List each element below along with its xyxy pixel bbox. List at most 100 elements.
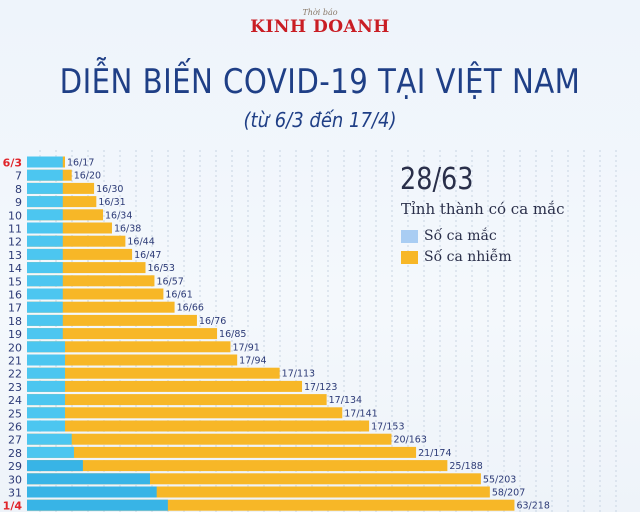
bar-cases	[27, 288, 63, 300]
date-label: 28	[8, 447, 22, 460]
bar-cases	[27, 420, 66, 432]
data-label: 20/163	[393, 435, 426, 446]
data-label: 58/207	[492, 488, 525, 499]
data-label: 25/188	[449, 461, 482, 472]
bar-cases	[27, 499, 168, 511]
legend-label-infections: Số ca nhiễm	[424, 249, 512, 265]
data-label: 16/34	[105, 210, 132, 221]
data-label: 55/203	[483, 474, 516, 485]
date-label: 27	[8, 434, 22, 447]
date-label: 23	[8, 381, 22, 394]
bar-cases	[27, 473, 150, 485]
date-label: 10	[8, 209, 22, 222]
date-label: 6/3	[3, 157, 22, 170]
date-label: 14	[8, 262, 22, 275]
data-label: 16/61	[165, 290, 192, 301]
bar-infections	[27, 275, 155, 287]
date-label: 11	[8, 223, 22, 236]
date-label: 29	[8, 460, 22, 473]
bar-cases	[27, 367, 66, 379]
data-label: 16/38	[114, 224, 141, 235]
bar-infections	[27, 235, 126, 247]
data-label: 16/44	[127, 237, 154, 248]
bar-infections	[27, 301, 175, 313]
bar-infections	[27, 380, 303, 392]
bar-infections	[27, 328, 218, 340]
brand-subtitle: Thời báo	[302, 8, 338, 17]
bar-cases	[27, 341, 66, 353]
data-label: 16/76	[199, 316, 226, 327]
data-label: 16/20	[74, 171, 101, 182]
date-label: 8	[15, 183, 22, 196]
date-label: 25	[8, 407, 22, 420]
date-label: 18	[8, 315, 22, 328]
bar-infections	[27, 420, 370, 432]
data-label: 17/134	[329, 395, 362, 406]
data-label: 16/30	[96, 184, 123, 195]
bar-infections	[27, 314, 197, 326]
date-label: 20	[8, 341, 22, 354]
bar-cases	[27, 433, 72, 445]
date-label: 26	[8, 421, 22, 434]
bar-infections	[27, 341, 231, 353]
bar-cases	[27, 248, 63, 260]
data-label: 17/123	[304, 382, 337, 393]
data-label: 17/153	[371, 422, 404, 433]
data-label: 16/85	[219, 329, 246, 340]
data-label: 16/66	[177, 303, 204, 314]
bar-cases	[27, 394, 66, 406]
legend-item-infections: Số ca nhiễm	[401, 249, 512, 265]
bar-cases	[27, 380, 66, 392]
province-count: 28/63	[400, 162, 474, 197]
data-label: 16/17	[67, 158, 94, 169]
data-label: 17/91	[232, 342, 259, 353]
bar-infections	[27, 394, 327, 406]
chart-title: DIỄN BIẾN COVID-19 TẠI VIỆT NAM	[59, 62, 581, 102]
date-label: 13	[8, 249, 22, 262]
bar-infections	[27, 354, 238, 366]
bar-cases	[27, 446, 74, 458]
bar-cases	[27, 222, 63, 234]
legend-item-cases: Số ca mắc	[401, 228, 497, 244]
data-label: 21/174	[418, 448, 451, 459]
bar-cases	[27, 156, 63, 168]
data-label: 17/113	[282, 369, 315, 380]
legend-label-cases: Số ca mắc	[424, 228, 497, 244]
bar-cases	[27, 275, 63, 287]
data-label: 17/94	[239, 356, 266, 367]
date-label: 31	[8, 487, 22, 500]
date-label: 24	[8, 394, 22, 407]
data-label: 16/31	[98, 197, 125, 208]
data-label: 16/47	[134, 250, 161, 261]
data-label: 63/218	[516, 501, 549, 512]
bar-cases	[27, 328, 63, 340]
bar-cases	[27, 235, 63, 247]
brand-logo: Thời báo KINH DOANH	[0, 8, 640, 37]
data-label: 17/141	[344, 408, 377, 419]
bar-infections	[27, 248, 133, 260]
date-label: 22	[8, 368, 22, 381]
bar-cases	[27, 196, 63, 208]
brand-name: KINH DOANH	[250, 17, 390, 37]
bar-cases	[27, 182, 63, 194]
bar-infections	[27, 446, 417, 458]
bar-cases	[27, 169, 63, 181]
bar-infections	[27, 262, 146, 274]
date-label: 1/4	[3, 500, 23, 512]
bar-cases	[27, 314, 63, 326]
bar-infections	[27, 473, 481, 485]
date-label: 7	[15, 170, 22, 183]
bar-cases	[27, 209, 63, 221]
date-label: 9	[15, 196, 22, 209]
date-label: 12	[8, 236, 22, 249]
bar-cases	[27, 486, 157, 498]
bar-infections	[27, 486, 490, 498]
date-label: 19	[8, 328, 22, 341]
chart-subtitle: (từ 6/3 đến 17/4)	[243, 108, 397, 132]
legend-swatch-cases	[401, 229, 418, 243]
bar-infections	[27, 407, 343, 419]
date-label: 17	[8, 302, 22, 315]
data-label: 16/53	[148, 263, 175, 274]
date-label: 30	[8, 473, 22, 486]
